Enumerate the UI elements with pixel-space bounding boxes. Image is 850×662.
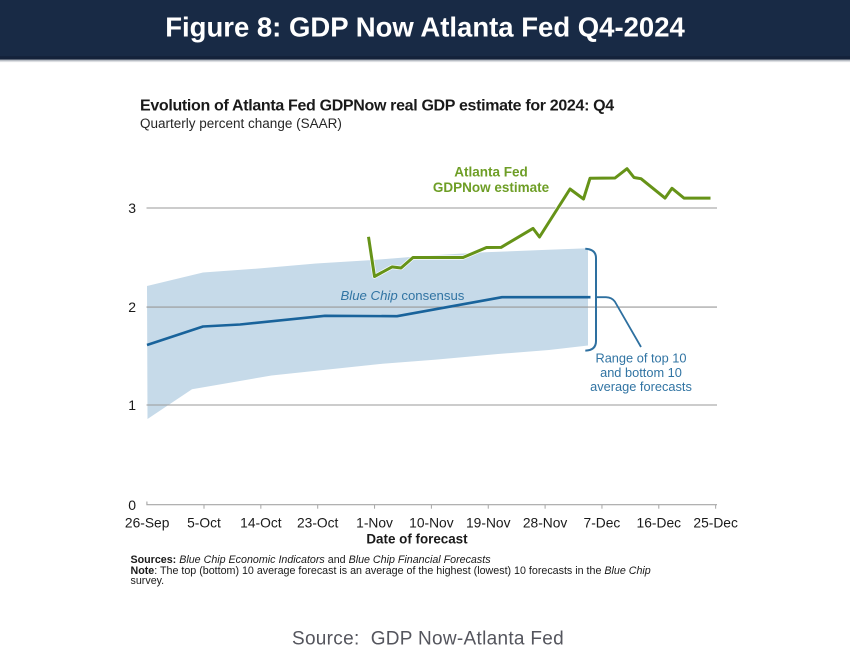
svg-text:3: 3: [128, 200, 136, 216]
svg-text:26-Sep: 26-Sep: [125, 515, 170, 530]
svg-text:Quarterly percent change (SAAR: Quarterly percent change (SAAR): [140, 116, 342, 131]
svg-text:28-Nov: 28-Nov: [523, 515, 568, 530]
svg-text:Evolution of Atlanta Fed GDPNo: Evolution of Atlanta Fed GDPNow real GDP…: [140, 98, 614, 115]
svg-text:19-Nov: 19-Nov: [466, 515, 511, 530]
svg-text:1-Nov: 1-Nov: [356, 515, 393, 530]
svg-text:average forecasts: average forecasts: [590, 379, 692, 394]
svg-text:Date of forecast: Date of forecast: [366, 531, 468, 546]
svg-text:14-Oct: 14-Oct: [240, 515, 282, 530]
svg-text:Source: GDP Now-Atlanta Fed: Source: GDP Now-Atlanta Fed: [292, 629, 564, 650]
svg-text:1: 1: [128, 397, 136, 413]
svg-text:Range of top 10: Range of top 10: [595, 351, 686, 366]
svg-text:2: 2: [128, 299, 136, 315]
svg-text:5-Oct: 5-Oct: [187, 515, 221, 530]
svg-text:Blue Chip consensus: Blue Chip consensus: [341, 288, 465, 303]
svg-text:10-Nov: 10-Nov: [409, 515, 454, 530]
svg-text:GDPNow estimate: GDPNow estimate: [433, 180, 550, 195]
svg-text:0: 0: [128, 497, 136, 513]
svg-text:25-Dec: 25-Dec: [693, 515, 738, 530]
svg-text:Figure 8: GDP Now Atlanta Fed: Figure 8: GDP Now Atlanta Fed Q4-2024: [165, 12, 685, 43]
svg-text:survey.: survey.: [131, 575, 165, 587]
svg-text:7-Dec: 7-Dec: [584, 515, 621, 530]
svg-text:Note: The top (bottom) 10 aver: Note: The top (bottom) 10 average foreca…: [131, 565, 651, 577]
svg-text:Atlanta Fed: Atlanta Fed: [454, 165, 528, 180]
svg-text:and bottom 10: and bottom 10: [600, 365, 682, 380]
svg-text:16-Dec: 16-Dec: [637, 515, 682, 530]
svg-text:23-Oct: 23-Oct: [297, 515, 339, 530]
svg-text:Sources: Blue Chip Economic In: Sources: Blue Chip Economic Indicators a…: [131, 554, 492, 566]
